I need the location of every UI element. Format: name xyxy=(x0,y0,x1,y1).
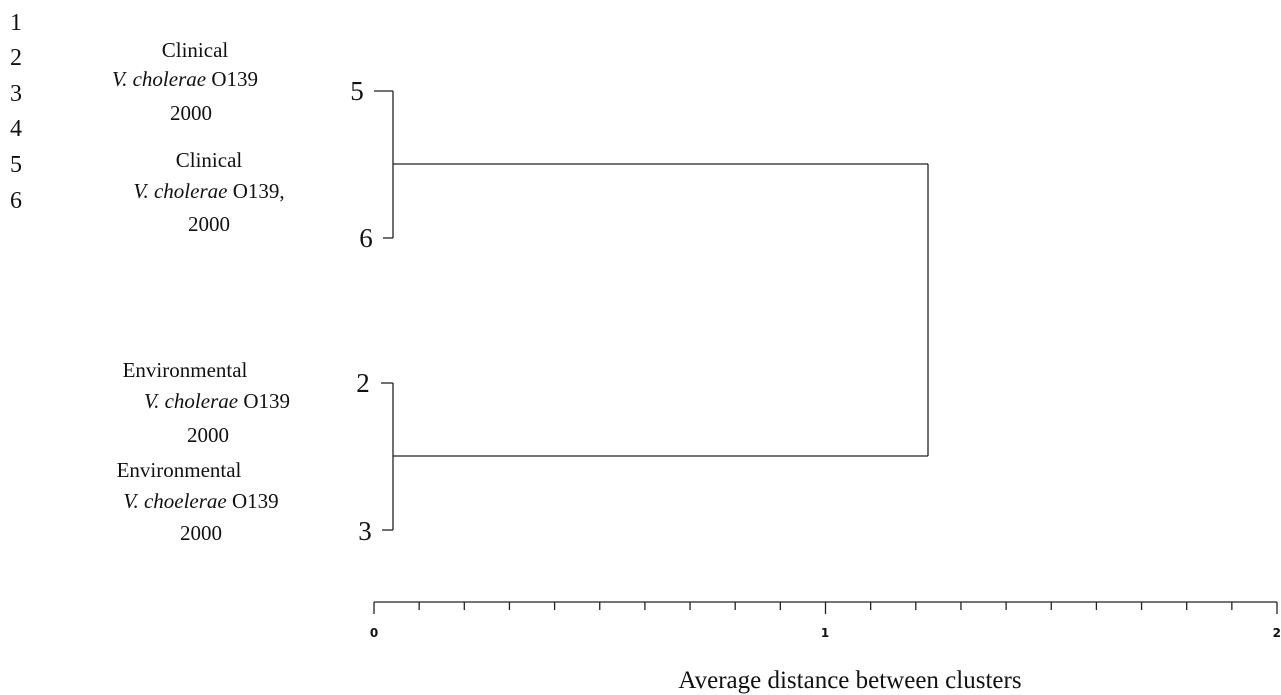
group-label-line3: 2000 xyxy=(170,101,212,125)
row-number: 2 xyxy=(10,45,22,71)
group-label-environmental-2: Environmental V. choelerae O139 2000 xyxy=(117,458,279,545)
dendrogram-branches xyxy=(392,91,929,530)
row-number: 6 xyxy=(10,188,22,214)
group-label-line2: V. choelerae O139 xyxy=(123,489,278,513)
group-label-line1: Clinical xyxy=(176,148,243,172)
group-label-line1: Environmental xyxy=(117,458,242,482)
axis-tick-label: 2 xyxy=(1273,626,1281,640)
group-label-line2: V. cholerae O139 xyxy=(144,389,290,413)
row-number: 5 xyxy=(10,152,22,178)
group-label-clinical-1: Clinical V. cholerae O139 2000 xyxy=(112,38,258,125)
group-label-clinical-2: Clinical V. cholerae O139, 2000 xyxy=(133,148,284,236)
group-label-line3: 2000 xyxy=(180,521,222,545)
distance-axis: 0 1 2 Average distance between clusters xyxy=(370,601,1281,694)
row-number: 1 xyxy=(10,10,22,36)
group-label-line1: Clinical xyxy=(162,38,229,62)
group-label-line1: Environmental xyxy=(123,358,248,382)
leaf-ticks xyxy=(374,90,393,531)
leaf-label-2: 2 xyxy=(356,368,370,398)
axis-title: Average distance between clusters xyxy=(678,667,1021,694)
leaf-label-5: 5 xyxy=(350,76,364,106)
axis-tick-label: 1 xyxy=(821,626,829,640)
group-label-line3: 2000 xyxy=(187,423,229,447)
group-label-line3: 2000 xyxy=(188,212,230,236)
leaf-label-3: 3 xyxy=(358,516,372,546)
row-number: 3 xyxy=(10,81,22,107)
row-number: 4 xyxy=(10,116,22,142)
group-label-environmental-1: Environmental V. cholerae O139 2000 xyxy=(123,358,290,447)
axis-tick-label: 0 xyxy=(370,626,378,640)
group-label-line2: V. cholerae O139, xyxy=(133,179,284,203)
group-label-line2: V. cholerae O139 xyxy=(112,67,258,91)
leaf-labels: 5 6 2 3 xyxy=(350,76,373,546)
axis-ticks xyxy=(373,602,1278,614)
row-number-list: 1 2 3 4 5 6 xyxy=(10,10,22,214)
leaf-label-6: 6 xyxy=(359,223,373,253)
